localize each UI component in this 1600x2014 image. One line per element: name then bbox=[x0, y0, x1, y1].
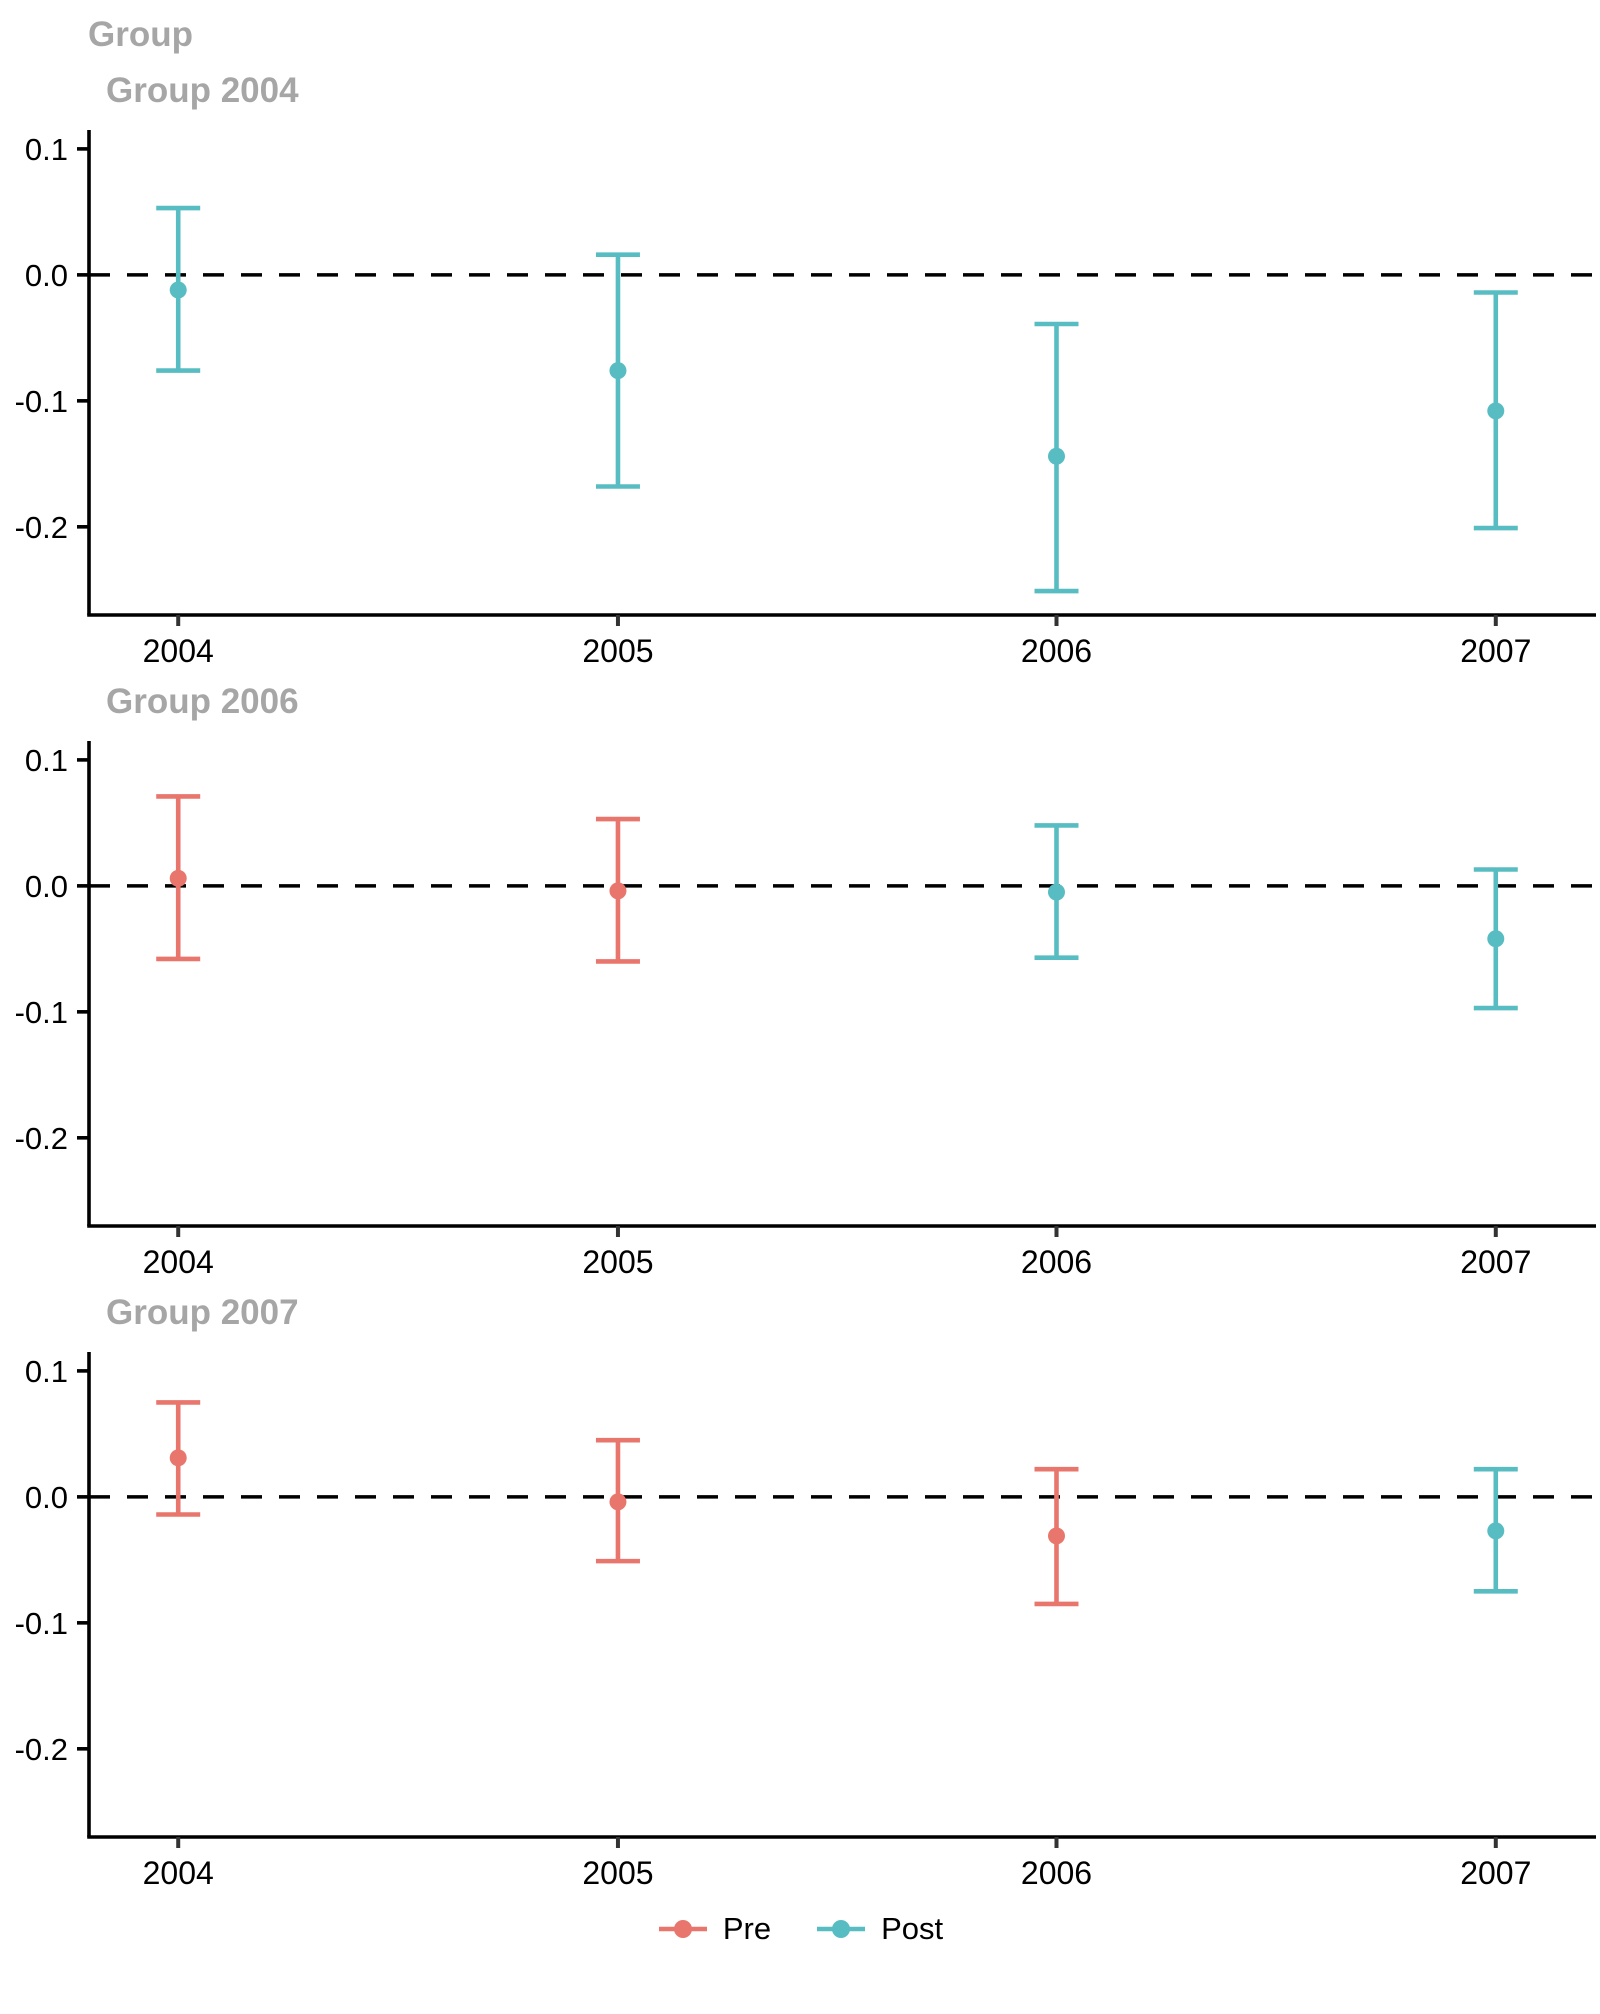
svg-text:-0.1: -0.1 bbox=[15, 384, 68, 419]
svg-text:0.1: 0.1 bbox=[25, 132, 68, 167]
chart-title: Group bbox=[88, 15, 193, 54]
svg-text:2006: 2006 bbox=[1021, 1244, 1092, 1278]
post-marker-icon bbox=[817, 1920, 866, 1938]
svg-text:-0.1: -0.1 bbox=[15, 995, 68, 1030]
svg-text:2007: 2007 bbox=[1460, 1244, 1531, 1278]
pre-marker-icon bbox=[658, 1920, 707, 1938]
panel-title: Group 2004 bbox=[106, 71, 299, 110]
panel-title: Group 2007 bbox=[106, 1293, 299, 1332]
svg-text:0.0: 0.0 bbox=[25, 869, 68, 904]
svg-text:2006: 2006 bbox=[1021, 1855, 1092, 1889]
svg-text:0.0: 0.0 bbox=[25, 1480, 68, 1515]
svg-text:0.0: 0.0 bbox=[25, 258, 68, 293]
svg-text:0.1: 0.1 bbox=[25, 1354, 68, 1389]
svg-text:0.1: 0.1 bbox=[25, 743, 68, 778]
svg-text:2007: 2007 bbox=[1460, 1855, 1531, 1889]
svg-text:2006: 2006 bbox=[1021, 633, 1092, 667]
svg-text:2004: 2004 bbox=[143, 633, 214, 667]
svg-text:-0.2: -0.2 bbox=[15, 1121, 68, 1156]
svg-text:2005: 2005 bbox=[582, 1244, 653, 1278]
svg-text:-0.1: -0.1 bbox=[15, 1606, 68, 1641]
svg-text:2004: 2004 bbox=[143, 1244, 214, 1278]
faceted-errorbar-chart: Group Group 2004 0.1 0.0 -0.1 -0.2 2004 2005 2… bbox=[0, 14, 1600, 1947]
panel-group-2007: Group 2007 0.1 0.0 -0.1 -0.2 2004 2005 2006 200… bbox=[0, 1292, 1600, 1889]
panel-plot: 0.1 0.0 -0.1 -0.2 2004 2005 2006 2007 bbox=[15, 741, 1596, 1278]
svg-text:2007: 2007 bbox=[1460, 633, 1531, 667]
legend-item-post: Post bbox=[815, 1911, 943, 1947]
panel-plot: 0.1 0.0 -0.1 -0.2 2004 2005 2006 2007 bbox=[15, 1352, 1596, 1889]
panel-group-2004: Group 2004 0.1 0.0 -0.1 -0.2 2004 2005 2006 200… bbox=[0, 70, 1600, 667]
panel-plot: 0.1 0.0 -0.1 -0.2 2004 2005 2006 2007 bbox=[15, 130, 1596, 667]
legend: Pre Post bbox=[0, 1911, 1600, 1947]
svg-text:-0.2: -0.2 bbox=[15, 1732, 68, 1767]
svg-text:2004: 2004 bbox=[143, 1855, 214, 1889]
svg-text:2005: 2005 bbox=[582, 1855, 653, 1889]
panel-title: Group 2006 bbox=[106, 682, 299, 721]
legend-label-pre: Pre bbox=[722, 1911, 772, 1946]
svg-text:-0.2: -0.2 bbox=[15, 510, 68, 545]
svg-text:2005: 2005 bbox=[582, 633, 653, 667]
panel-group-2006: Group 2006 0.1 0.0 -0.1 -0.2 2004 2005 2006 200… bbox=[0, 681, 1600, 1278]
legend-label-post: Post bbox=[881, 1911, 944, 1946]
legend-item-pre: Pre bbox=[657, 1911, 771, 1947]
